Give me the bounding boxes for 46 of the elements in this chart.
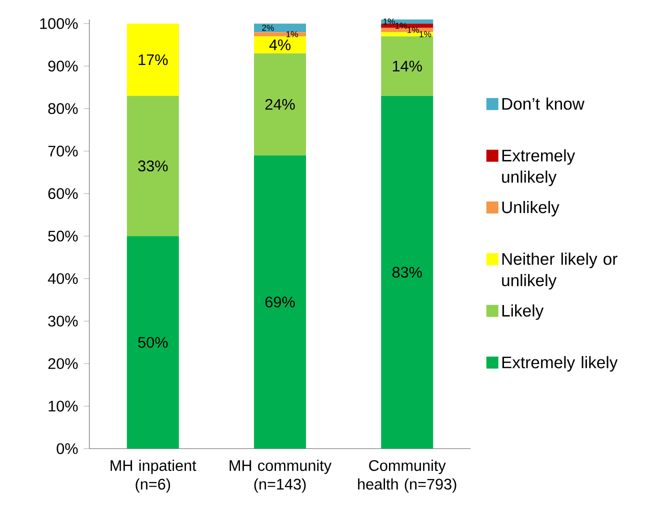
data-label: 50% (138, 336, 168, 348)
y-tick-label: 100% (40, 18, 78, 30)
data-label: 2% (262, 24, 274, 31)
bar (381, 24, 434, 28)
x-tick-label: Community health (n=793) (358, 460, 456, 493)
bar (126, 236, 179, 449)
legend-label: Unlikely (502, 200, 560, 216)
data-label: 1% (408, 26, 420, 33)
data-label: 1% (395, 22, 408, 29)
bar (381, 36, 434, 96)
data-label: 4% (269, 39, 291, 50)
data-label: 83% (392, 266, 422, 278)
bar (254, 155, 306, 449)
legend-label: Extremely unlikely (502, 149, 576, 186)
y-tick-label: 30% (48, 316, 78, 327)
bar (126, 24, 179, 96)
data-label: 1% (420, 31, 432, 38)
bar (381, 32, 434, 36)
y-tick-label: 40% (48, 273, 78, 284)
y-tick-label: 70% (48, 146, 78, 157)
data-label: 69% (265, 296, 295, 308)
bar (254, 36, 306, 54)
data-label: 33% (138, 160, 168, 172)
y-tick-label: 80% (48, 103, 78, 114)
y-tick-label: 90% (48, 60, 78, 72)
y-tick-label: 20% (48, 358, 78, 370)
x-tick-label: MH inpatient (n=6) (110, 460, 196, 493)
legend-label: Neither likely or unlikely (502, 252, 618, 290)
bar (126, 96, 179, 236)
legend-label: Likely (502, 304, 544, 320)
data-label: 14% (392, 60, 422, 72)
data-label: 1% (286, 31, 298, 38)
y-tick-label: 10% (48, 400, 78, 412)
legend-label: Don’t know (502, 98, 584, 110)
y-tick-label: 60% (48, 188, 78, 200)
y-tick-label: 50% (48, 230, 78, 242)
x-tick-label: MH community (n=143) (230, 460, 332, 493)
data-label: 17% (138, 54, 168, 66)
bar (254, 53, 306, 156)
bar (381, 96, 434, 449)
y-tick-label: 0% (56, 443, 78, 454)
bar (254, 32, 306, 36)
bar (254, 24, 306, 32)
data-label: 24% (265, 98, 295, 110)
data-label: 1% (383, 18, 395, 24)
legend-label: Extremely likely (502, 356, 618, 372)
